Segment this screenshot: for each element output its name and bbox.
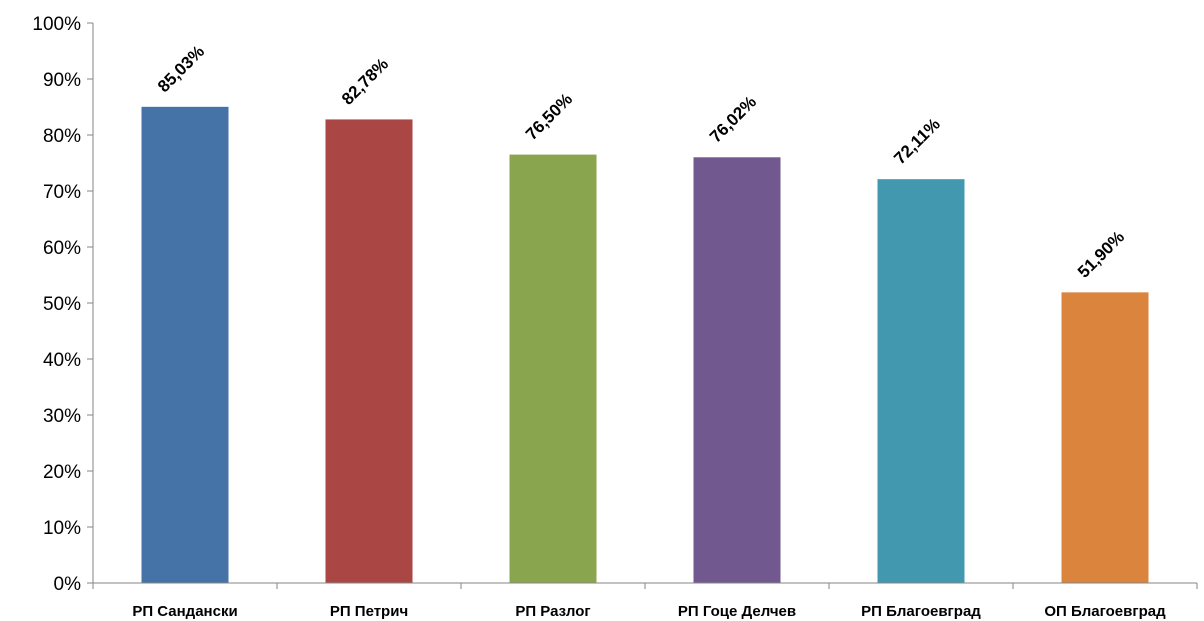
- data-label: 76,50%: [522, 90, 576, 144]
- x-axis: [92, 582, 1198, 589]
- y-tick-label: 50%: [43, 294, 81, 315]
- data-label: 76,02%: [706, 92, 760, 146]
- category-label: ОП Благоевград: [1044, 603, 1166, 620]
- y-tick-label: 10%: [43, 518, 81, 539]
- y-tick-label: 90%: [43, 70, 81, 91]
- y-tick-label: 40%: [43, 350, 81, 371]
- y-axis-ticks: 0% 10% 20% 30% 40% 50% 60% 70% 80% 90% 100%: [32, 14, 94, 595]
- category-label: РП Разлог: [515, 603, 590, 620]
- y-tick-label: 60%: [43, 238, 81, 259]
- category-label: РП Благоевград: [861, 603, 981, 620]
- y-tick-label: 20%: [43, 462, 81, 483]
- bar: [1061, 292, 1149, 583]
- category-label: РП Гоце Делчев: [678, 603, 796, 620]
- bar: [141, 106, 229, 583]
- bar: [877, 179, 965, 583]
- bars-group: [141, 106, 1149, 583]
- bar: [693, 157, 781, 583]
- y-tick-label: 100%: [32, 14, 81, 35]
- category-label: РП Сандански: [132, 603, 237, 620]
- y-tick-label: 80%: [43, 126, 81, 147]
- data-label: 51,90%: [1074, 227, 1128, 281]
- y-tick-label: 70%: [43, 182, 81, 203]
- category-labels-group: РП Сандански РП Петрич РП Разлог РП Гоце Де…: [132, 603, 1166, 620]
- data-label: 85,03%: [154, 42, 208, 96]
- bar: [509, 154, 597, 583]
- bar: [325, 119, 413, 583]
- y-tick-label: 30%: [43, 406, 81, 427]
- category-label: РП Петрич: [330, 603, 408, 620]
- data-labels-group: 85,03% 82,78% 76,50% 76,02% 72,11% 51,90%: [154, 42, 1128, 282]
- data-label: 82,78%: [338, 54, 392, 108]
- data-label: 72,11%: [890, 115, 944, 169]
- y-tick-label: 0%: [54, 574, 82, 595]
